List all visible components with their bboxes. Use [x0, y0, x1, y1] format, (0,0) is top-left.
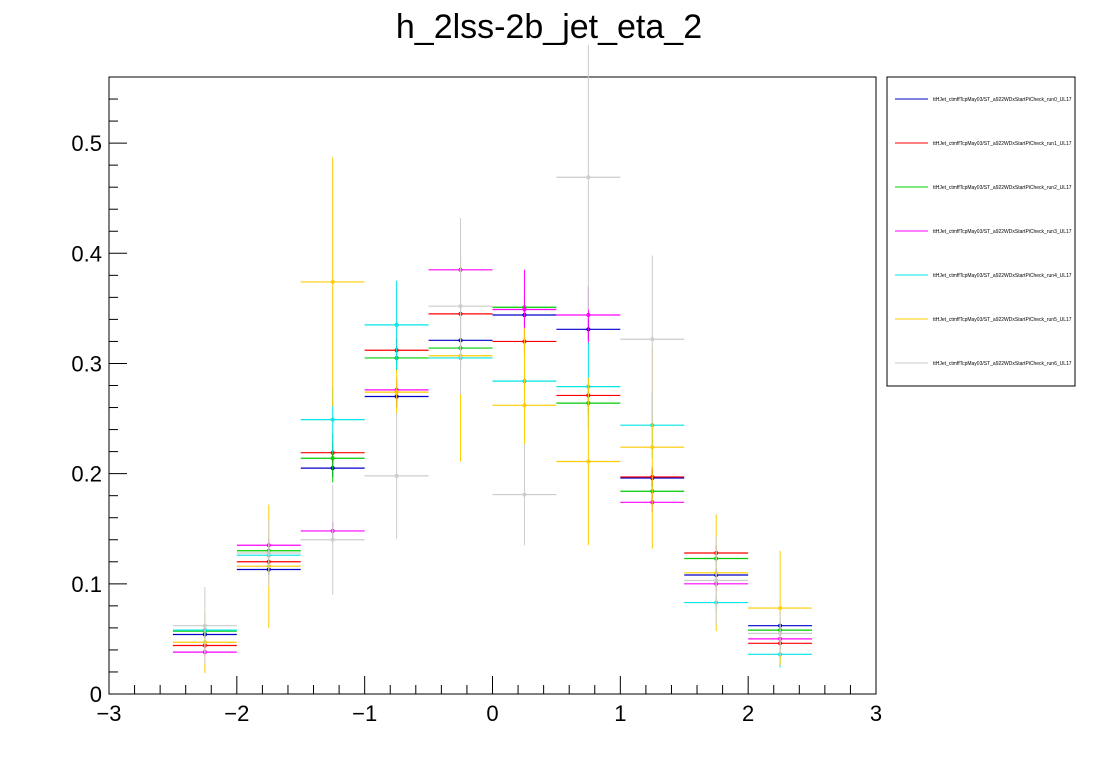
legend-label-run1: ttHJet_ctmffTcpMay03/ST_a922WDxStartPiCh… [933, 141, 1072, 147]
bin-marker [330, 537, 335, 542]
bin-marker [522, 492, 527, 497]
x-tick-labels: −3 −2 −1 0 1 2 3 [96, 701, 882, 726]
y-tick-label: 0.4 [71, 241, 102, 266]
legend-label-run6: ttHJet_ctmffTcpMay03/ST_a922WDxStartPiCh… [933, 361, 1072, 367]
bin-marker [714, 578, 719, 583]
x-tick-label: 0 [486, 701, 498, 726]
bin-marker [650, 445, 655, 450]
series-run6 [172, 45, 813, 665]
y-tick-label: 0.1 [71, 572, 102, 597]
legend-label-run3: ttHJet_ctmffTcpMay03/ST_a922WDxStartPiCh… [933, 229, 1072, 235]
bin-marker [458, 304, 463, 309]
x-tick-label: 3 [870, 701, 882, 726]
chart-title: h_2lss-2b_jet_eta_2 [396, 8, 702, 46]
y-tick-label: 0.5 [71, 131, 102, 156]
legend-label-run0: ttHJet_ctmffTcpMay03/ST_a922WDxStartPiCh… [933, 97, 1072, 103]
bin-marker [586, 459, 591, 464]
x-tick-label: 1 [614, 701, 626, 726]
legend-label-run2: ttHJet_ctmffTcpMay03/ST_a922WDxStartPiCh… [933, 185, 1072, 191]
bin-marker [330, 279, 335, 285]
bin-marker [522, 307, 527, 312]
legend-label-run5: ttHJet_ctmffTcpMay03/ST_a922WDxStartPiCh… [933, 317, 1072, 323]
bin-marker [778, 631, 783, 636]
legend: ttHJet_ctmffTcpMay03/ST_a922WDxStartPiCh… [886, 76, 1076, 387]
bin-marker [586, 312, 591, 318]
bin-marker [522, 403, 527, 408]
bin-marker [266, 550, 271, 556]
bin-marker [394, 473, 399, 478]
bin-marker [330, 456, 335, 461]
y-tick-label: 0 [90, 682, 102, 707]
axis-ticks [108, 76, 877, 695]
y-tick-labels: 0 0.1 0.2 0.3 0.4 0.5 [71, 131, 102, 707]
legend-label-run4: ttHJet_ctmffTcpMay03/ST_a922WDxStartPiCh… [933, 273, 1072, 279]
plot-frame [108, 76, 877, 695]
x-tick-label: −2 [224, 701, 249, 726]
bin-marker [394, 322, 399, 328]
x-tick-label: 2 [742, 701, 754, 726]
bin-marker [778, 605, 783, 611]
data-series [172, 45, 813, 674]
y-tick-label: 0.3 [71, 351, 102, 376]
bin-marker [586, 175, 591, 180]
y-tick-label: 0.2 [71, 462, 102, 487]
bin-marker [330, 417, 335, 422]
x-tick-label: −1 [352, 701, 377, 726]
bin-marker [650, 337, 655, 342]
bin-marker [394, 390, 399, 395]
bin-marker [202, 623, 207, 628]
x-tick-label: −3 [96, 701, 121, 726]
